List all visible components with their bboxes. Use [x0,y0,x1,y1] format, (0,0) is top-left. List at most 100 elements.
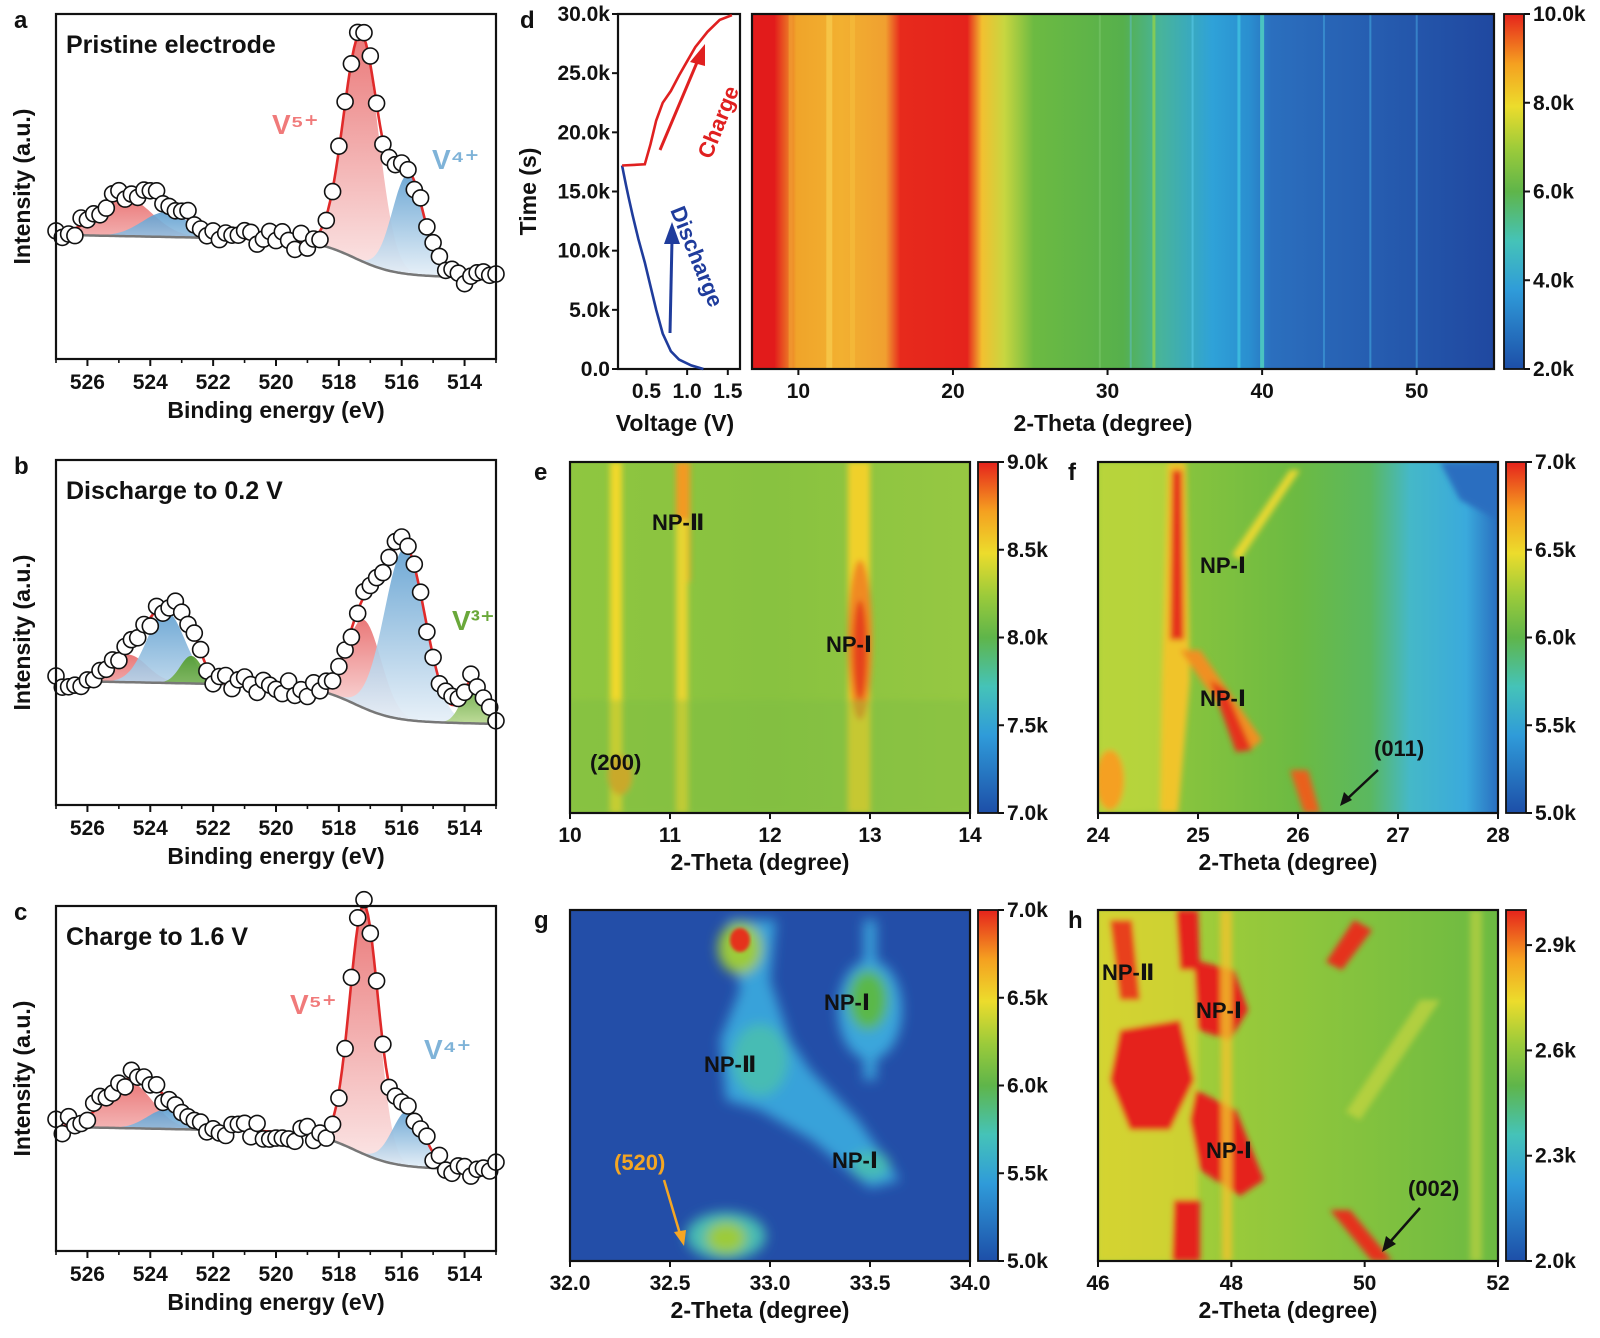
xtick-b: 514 [447,817,482,840]
map-d [752,14,1494,369]
data-point-c [367,972,386,990]
panel-letter-c: c [14,899,27,926]
xtick-h: 50 [1353,1272,1376,1295]
xtick-h: 46 [1086,1272,1109,1295]
data-point-a [355,23,373,42]
xtick-a: 518 [321,371,356,394]
label-f-np1-bottom: NP-Ⅰ [1200,686,1246,711]
data-point-b [380,548,398,567]
xtick-d-volt: 1.0 [673,380,702,403]
data-point-a [342,54,361,73]
data-point-b [279,672,298,690]
xtick-h: 48 [1220,1272,1244,1295]
colorbar-tick-g: 7.0k [1007,899,1048,922]
data-point-b [185,624,204,642]
data-point-c [336,1039,354,1058]
colorbar-tick-g: 5.5k [1007,1162,1048,1185]
panel-f: f NP-Ⅰ NP-Ⅰ (011) 24 25 26 27 28 2-Theta (deg… [1068,459,1510,875]
data-point-c [116,1078,134,1096]
species-label-a-0: V⁵⁺ [272,109,319,140]
data-point-b [418,623,436,641]
discharge-label: Discharge [665,203,728,311]
data-point-b [330,657,348,676]
panel-letter-g: g [534,907,549,934]
map-d-frame [750,12,1496,371]
voltage-profile: 0.0 5.0k 10.0k 15.0k 20.0k 25.0k 30.0k 0.5 1.0 1.… [515,3,743,436]
colorbar-tick-f: 5.5k [1535,714,1576,737]
colorbar-tick-g: 6.5k [1007,987,1048,1010]
xtick-e: 11 [659,824,682,847]
xtick-a: 520 [258,371,293,394]
peak-a-V-0 [56,34,496,278]
label-h-np1-top: NP-Ⅰ [1196,998,1242,1023]
colorbar-tick-d-map: 8.0k [1533,92,1574,115]
data-point-c [355,890,373,909]
data-point-b [411,583,430,602]
xtick-d-map: 50 [1405,380,1428,403]
xtick-a: 524 [133,371,168,394]
data-point-a [399,160,417,179]
arrow-g [662,1179,682,1235]
data-point-a [361,47,380,65]
label-g-np1-bottom: NP-Ⅰ [832,1148,878,1173]
peak-c-V-0 [56,905,496,1170]
panel-e: e NP-Ⅱ NP-Ⅰ (200) 10 11 12 13 14 2-Theta (deg… [534,459,982,875]
xlabel-d-volt: Voltage (V) [616,410,734,436]
xtick-c: 514 [447,1263,482,1286]
peak-a-V-1 [56,212,496,278]
species-label-c-1: V⁴⁺ [424,1034,471,1065]
xtick-c: 524 [133,1263,168,1286]
panel-g: g NP-Ⅰ NP-Ⅱ NP-Ⅰ (520) 32.0 32.5 33.0 33.5 3… [534,907,990,1323]
colorbar-d-map [1503,13,1525,370]
label-h-np2: NP-Ⅱ [1102,960,1154,985]
xtick-c: 522 [196,1263,231,1286]
colorbar-tick-d-map: 10.0k [1533,3,1586,26]
panel-title-c: Charge to 1.6 V [66,923,248,951]
xtick-e: 12 [758,824,781,847]
ytick-d: 25.0k [557,62,610,85]
xps-panels: a Pristine electrode 526 524 522 520 518 516 514… [9,7,505,1315]
colorbar-e [977,461,999,814]
xtick-g: 34.0 [950,1272,991,1295]
xlabel-g: 2-Theta (degree) [671,1297,850,1323]
species-label-a-1: V⁴⁺ [432,144,479,175]
xtick-g: 32.0 [550,1272,591,1295]
xtick-c: 526 [70,1263,105,1286]
panel-h: h NP-Ⅱ NP-Ⅰ NP-Ⅰ (002) 46 4 [1068,907,1510,1323]
xtick-g: 33.0 [750,1272,791,1295]
xtick-d-volt: 1.5 [713,380,743,403]
xtick-f: 24 [1086,824,1110,847]
data-point-c [430,1146,449,1165]
data-point-b [424,648,442,667]
xtick-a: 516 [384,371,419,394]
xtick-f: 28 [1486,824,1510,847]
xtick-b: 526 [70,817,105,840]
panel-letter-d: d [520,7,535,34]
peak-c-V-0 [56,1110,496,1170]
data-point-a [66,226,84,245]
xtick-h: 52 [1486,1272,1509,1295]
data-point-c [147,1076,166,1094]
panel-title-b: Discharge to 0.2 V [66,477,283,505]
xtick-c: 518 [321,1263,356,1286]
colorbar-f [1505,461,1527,814]
arrow-h [1389,1207,1421,1243]
charge-label: Charge [692,82,744,162]
colorbar-h [1505,909,1527,1262]
xlabel-b: Binding energy (eV) [167,843,384,869]
ylabel-a: Intensity (a.u.) [9,109,35,265]
data-point-a [317,211,336,230]
colorbar-tick-f: 6.5k [1535,539,1576,562]
map-g [570,910,970,1261]
colorbar-tick-g: 6.0k [1007,1075,1048,1098]
xtick-e: 13 [858,824,881,847]
xtick-f: 25 [1186,824,1210,847]
xlabel-e: 2-Theta (degree) [671,849,850,875]
label-f-np1-top: NP-Ⅰ [1200,553,1246,578]
xtick-f: 26 [1286,824,1309,847]
ylabel-d: Time (s) [515,148,541,236]
ytick-d: 30.0k [557,3,610,26]
data-point-c [248,1114,266,1133]
xtick-b: 522 [196,817,231,840]
data-point-b [191,640,210,659]
